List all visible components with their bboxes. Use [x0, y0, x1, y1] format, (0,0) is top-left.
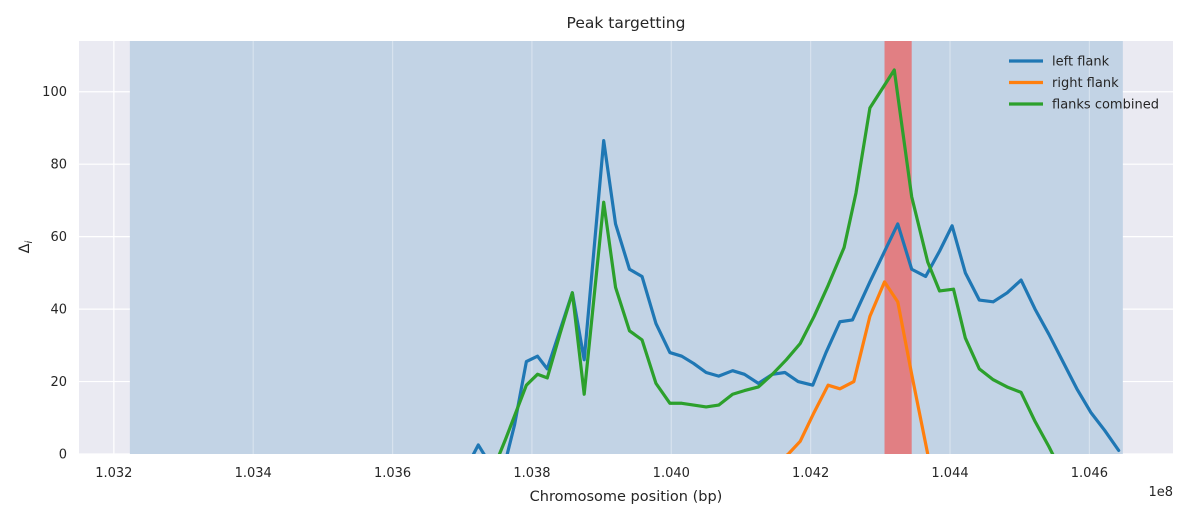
x-tick-label-1: 1.034	[235, 466, 272, 481]
x-tick-label-4: 1.040	[653, 466, 690, 481]
x-tick-label-5: 1.042	[792, 466, 829, 481]
y-axis-label-subscript: i	[24, 240, 35, 243]
legend-label-2: flanks combined	[1052, 98, 1159, 113]
x-tick-label-3: 1.038	[513, 466, 550, 481]
x-tick-label-2: 1.036	[374, 466, 411, 481]
y-tick-label-4: 80	[50, 158, 67, 173]
series-layer	[471, 68, 1121, 454]
x-tick-label-7: 1.046	[1071, 466, 1108, 481]
y-tick-label-1: 20	[50, 375, 67, 390]
legend-label-0: left flank	[1052, 55, 1110, 70]
legend-label-1: right flank	[1052, 76, 1119, 91]
x-axis-label: Chromosome position (bp)	[530, 489, 723, 505]
y-tick-label-3: 60	[50, 230, 67, 245]
x-offset-label: 1e8	[1148, 485, 1173, 500]
legend: left flank right flank flanks combined	[1009, 55, 1159, 113]
y-axis-label-main: Δ	[17, 243, 33, 253]
search-region-band	[129, 41, 1123, 454]
x-tick-label-0: 1.032	[95, 466, 132, 481]
peak-highlight-band	[884, 41, 912, 454]
chart-title: Peak targetting	[567, 14, 686, 32]
series-line-flanks-combined	[497, 68, 1055, 454]
y-tick-label-0: 0	[59, 448, 67, 463]
y-tick-label-5: 100	[42, 85, 67, 100]
series-line-right-flank	[785, 280, 930, 454]
y-axis-label: Δi	[17, 240, 35, 253]
y-tick-labels: 0 20 40 60 80 100	[42, 85, 67, 462]
y-tick-label-2: 40	[50, 303, 67, 318]
x-tick-labels: 1.032 1.034 1.036 1.038 1.040 1.042 1.044 1.046	[95, 466, 1108, 481]
x-tick-label-6: 1.044	[931, 466, 968, 481]
